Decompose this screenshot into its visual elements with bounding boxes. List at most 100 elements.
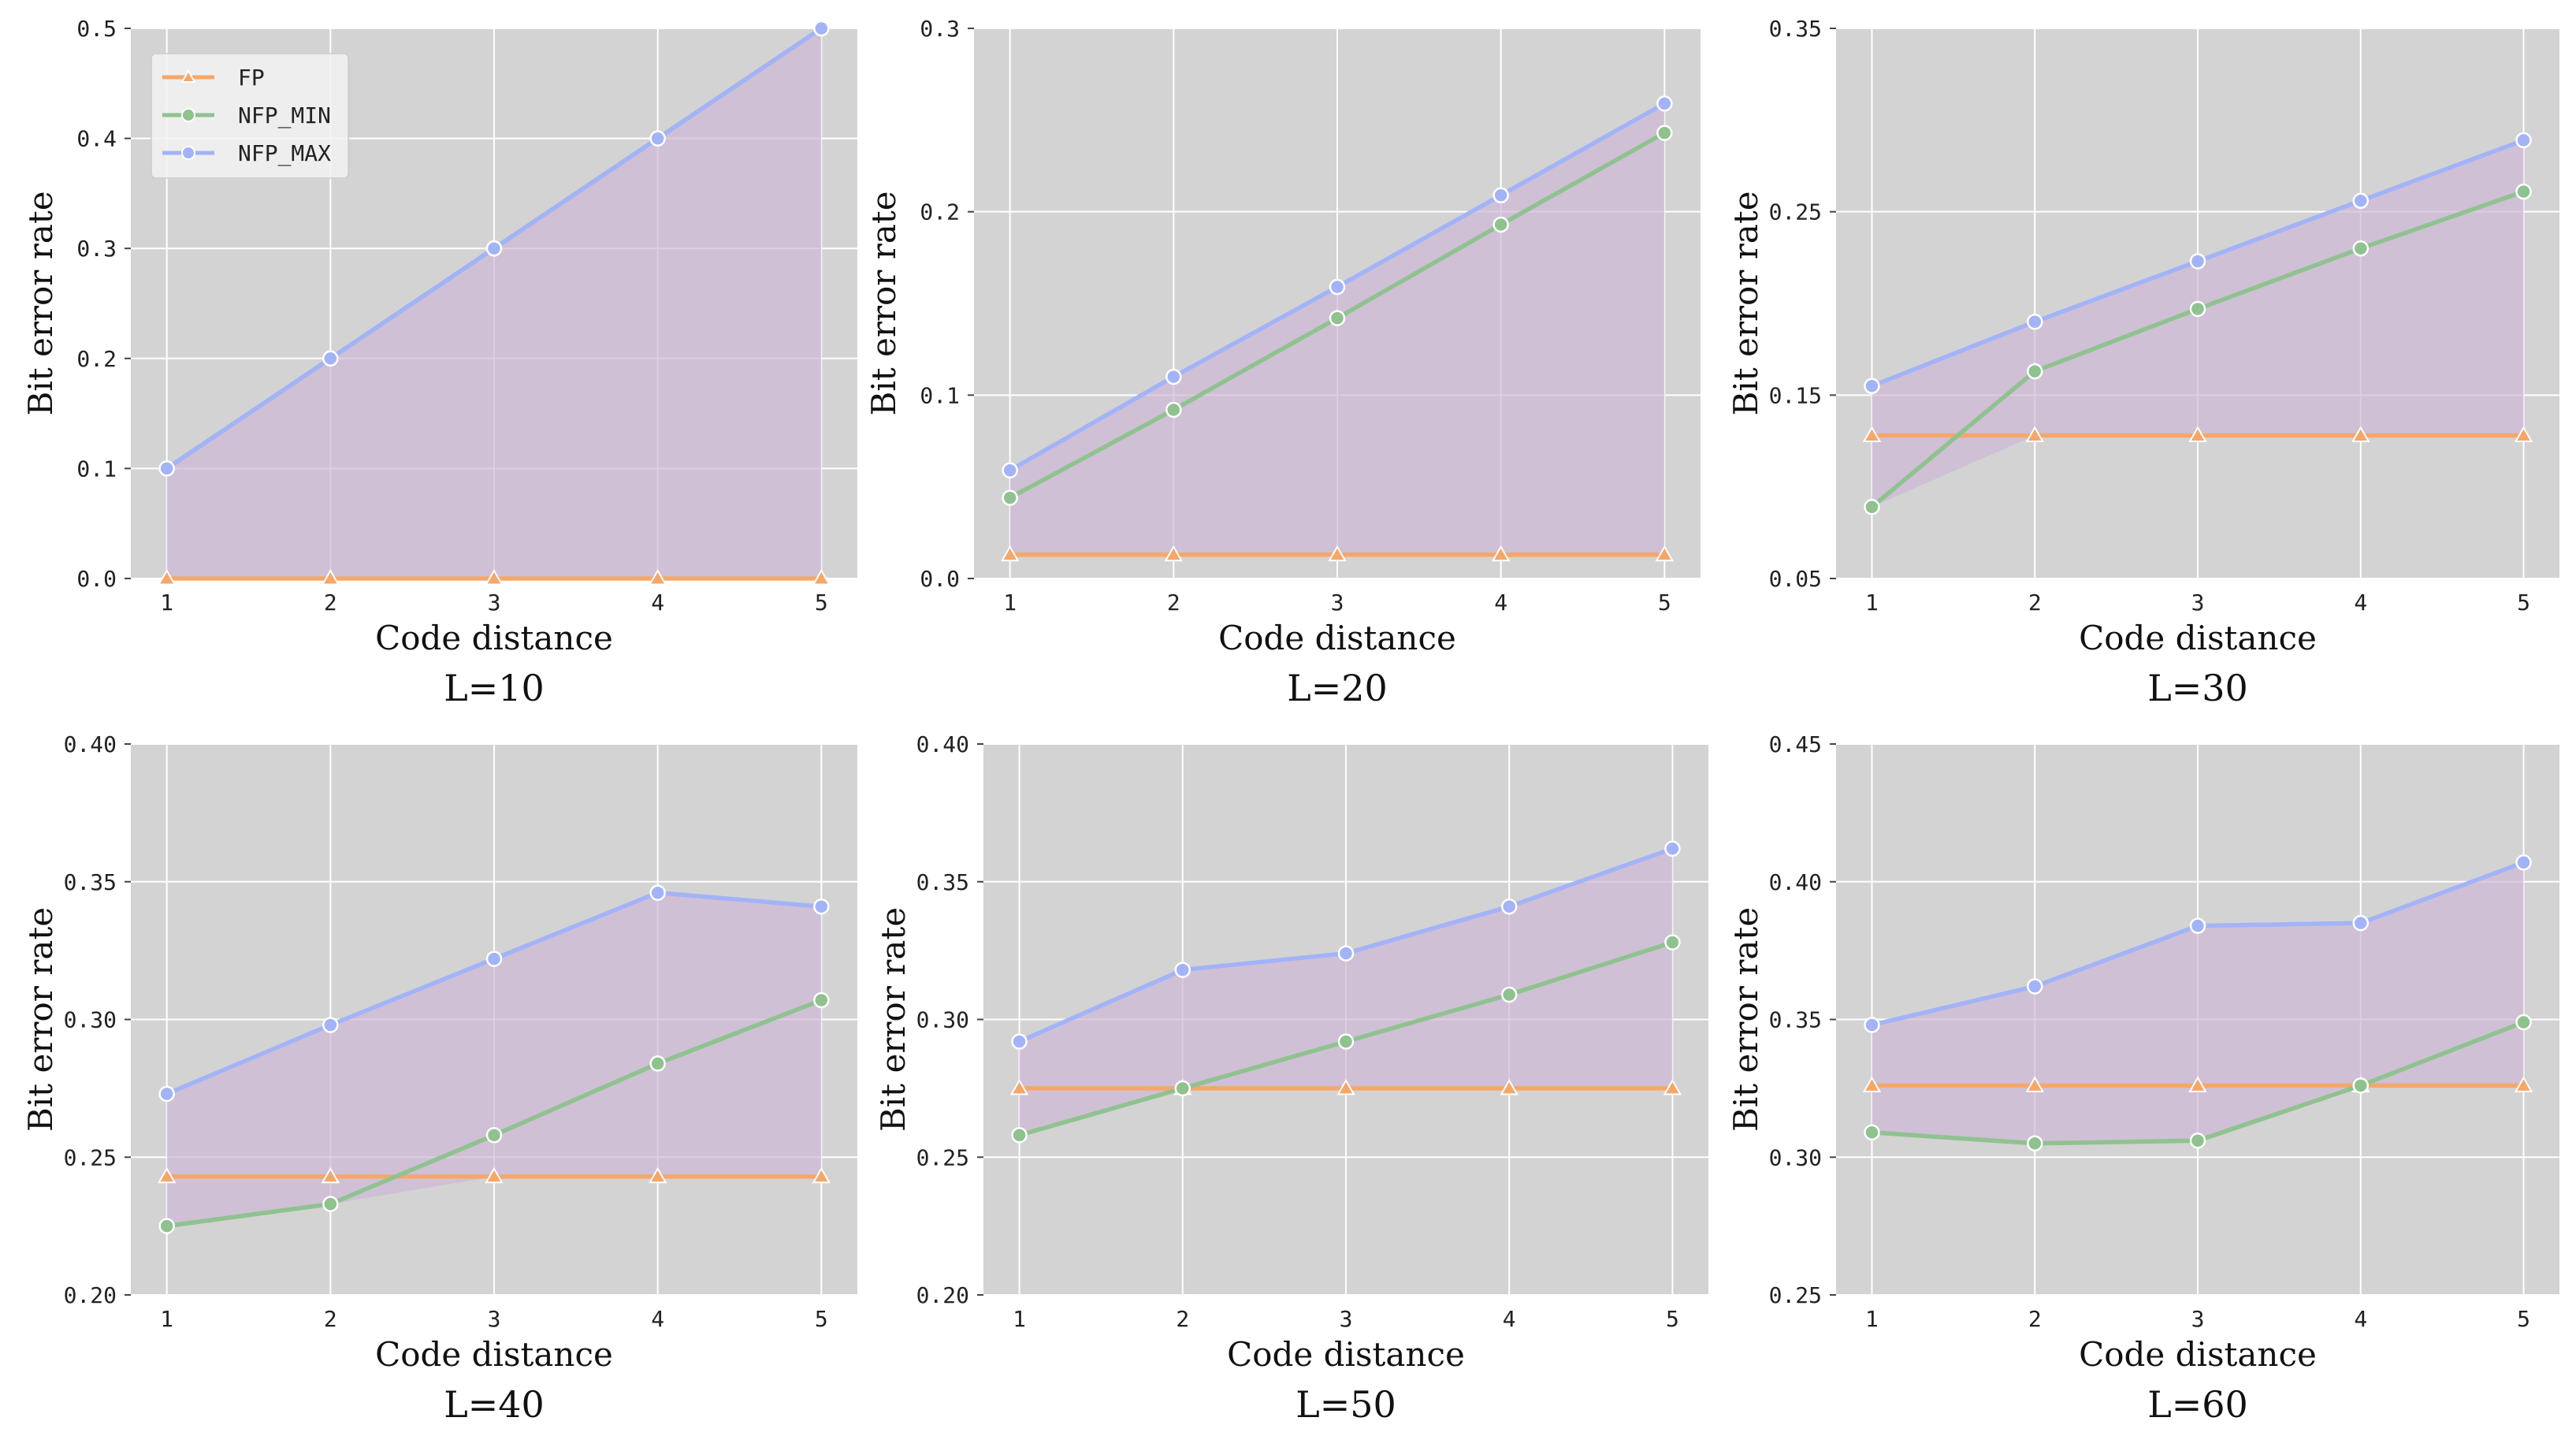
y-tick-label: 0.35 [64,869,117,895]
data-point [1491,545,1511,562]
x-tick-label: 1 [1013,1306,1026,1332]
data-point [1002,489,1018,506]
x-tick-label: 3 [488,1306,501,1332]
y-tick-label: 0.30 [1769,1144,1822,1170]
data-point [1862,426,1882,443]
data-point [649,130,666,147]
data-point [649,884,666,901]
data-point [1009,1078,1029,1096]
x-axis-label: Code distance [1218,619,1456,657]
x-tick-label: 4 [651,590,664,616]
data-point [812,568,831,586]
x-tick-label: 1 [160,590,173,616]
y-tick-label: 0.35 [916,869,969,895]
data-point [1656,95,1673,112]
x-tick-label: 3 [2191,590,2205,616]
series-nfp-min [1864,183,2532,515]
data-point [2025,1076,2044,1092]
x-tick-label: 4 [2354,590,2367,616]
data-point [2515,132,2532,149]
series-nfp-max [1864,854,2532,1033]
data-point [1864,499,1880,515]
x-tick-label: 2 [2028,1306,2042,1332]
y-tick-label: 0.2 [920,199,960,225]
data-point [2189,253,2206,270]
y-tick-label: 0.1 [920,382,960,408]
x-tick-label: 5 [815,590,828,616]
data-point [1328,545,1347,562]
legend: FP NFP_MIN NFP_MAX [151,53,349,179]
data-point [1165,401,1182,419]
chart-panel-6: 1 2 3 4 5 0.25 0.30 0.35 0.40 0.45 Code distance Bi… [1727,731,2559,1426]
data-point [648,1166,667,1184]
series-nfp-min [158,991,830,1234]
data-point [813,898,830,915]
legend-marker [181,146,195,160]
y-tick-label: 0.40 [916,731,969,757]
legend-box [151,53,349,179]
y-tick-label: 0.20 [916,1282,969,1308]
nfp-range-band [166,892,822,1226]
y-tick-label: 0.4 [76,126,117,152]
x-axis-label: Code distance [2079,619,2317,657]
data-point [157,1166,177,1184]
x-tick-label: 4 [651,1306,664,1332]
data-point [485,1127,503,1144]
nfp-range-band [1009,103,1665,555]
data-point [1500,898,1518,915]
nfp-range-band [1019,848,1673,1136]
x-tick-label: 2 [324,590,337,616]
y-tick-label: 0.35 [1769,1007,1822,1033]
data-point [2026,314,2043,330]
x-tick-label: 1 [1865,590,1879,616]
y-axis-label: Bit error rate [21,907,60,1132]
y-tick-label: 0.20 [64,1282,117,1308]
chart-title: L=40 [444,1383,545,1426]
legend-marker [181,108,195,122]
data-point [2026,1135,2043,1152]
data-point [813,20,830,37]
y-tick-label: 0.35 [1769,16,1822,42]
chart-title: L=30 [2147,667,2248,709]
data-point [1864,378,1880,394]
data-point [322,350,339,367]
chart-title: L=50 [1295,1383,1396,1426]
chart-title: L=60 [2147,1383,2248,1426]
data-point [1500,1078,1518,1096]
x-tick-label: 2 [2028,590,2042,616]
data-point [812,1166,831,1184]
data-point [1002,462,1018,478]
data-point [1864,1017,1880,1033]
nfp-range-band [166,28,822,578]
y-tick-label: 0.25 [916,1144,969,1170]
legend-item-fp: FP [162,65,265,91]
y-tick-label: 0.40 [64,731,117,757]
data-point [157,568,177,586]
data-point [813,991,830,1009]
x-axis-label: Code distance [375,619,613,657]
chart-panel-1: 1 2 3 4 5 0.0 0.1 0.2 0.3 0.4 0.5 Code distance Bit … [21,16,857,709]
x-tick-label: 4 [1494,590,1507,616]
data-point [321,568,340,586]
data-point [1329,310,1346,326]
data-point [2352,1077,2370,1094]
nfp-range-band [1872,862,2524,1144]
x-axis-label: Code distance [1227,1335,1465,1374]
series-nfp-max [158,20,830,477]
y-tick-label: 0.3 [920,16,960,42]
data-point [1864,1124,1880,1141]
y-tick-label: 0.05 [1769,566,1822,592]
data-point [649,1055,666,1072]
data-point [1165,368,1182,385]
series-fp [1862,426,2533,443]
data-point [485,951,503,967]
data-point [1862,1076,1882,1092]
data-point [1336,1078,1355,1096]
y-tick-label: 0.30 [916,1007,969,1033]
legend-item-nfp-min: NFP_MIN [162,102,331,129]
y-tick-label: 0.25 [64,1144,117,1170]
data-point [322,1017,339,1033]
x-tick-label: 3 [1340,1306,1353,1332]
x-tick-label: 5 [2517,1306,2530,1332]
